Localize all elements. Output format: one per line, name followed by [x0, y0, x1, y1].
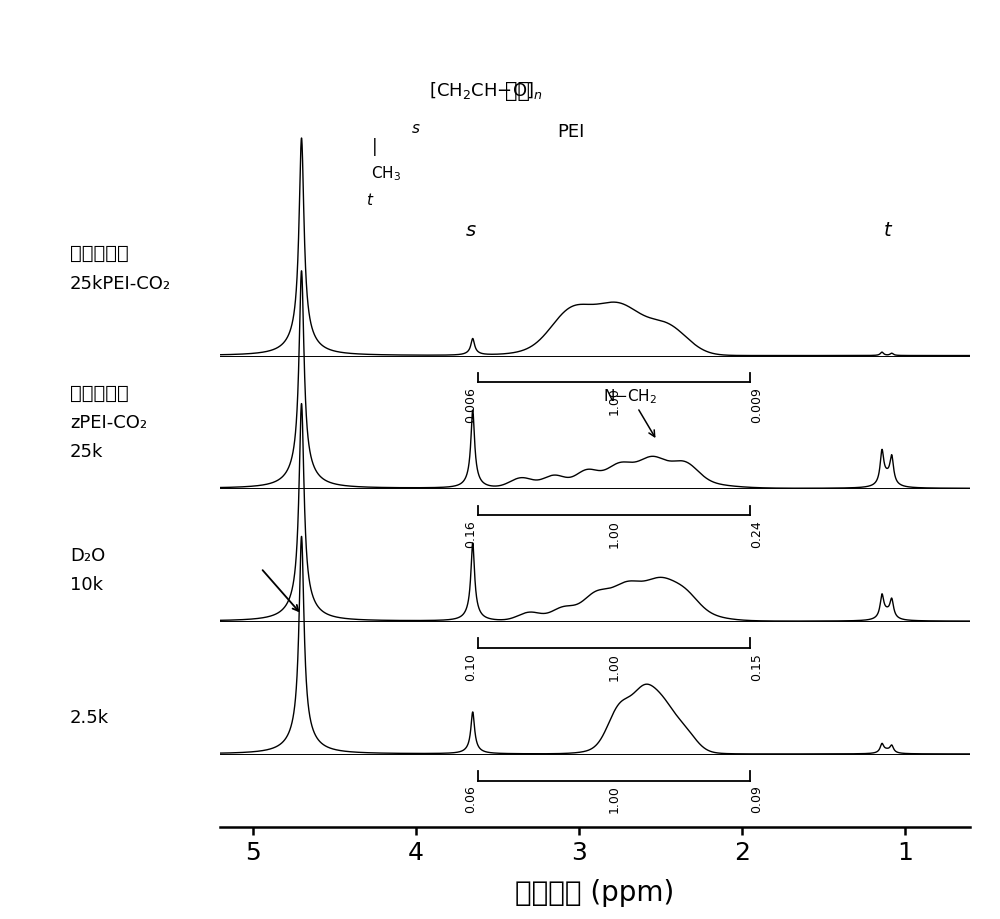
Text: 0.24: 0.24 — [750, 519, 763, 547]
Text: 0.10: 0.10 — [465, 652, 478, 680]
Text: N$-$CH$_2$: N$-$CH$_2$ — [603, 387, 657, 437]
Text: 1.00: 1.00 — [607, 785, 620, 812]
Text: 25k: 25k — [70, 443, 103, 460]
Text: $s$: $s$ — [411, 120, 420, 135]
Text: |: | — [372, 138, 378, 155]
Text: $t$: $t$ — [366, 192, 374, 208]
Text: 聚醚: 聚醚 — [505, 81, 530, 101]
Text: 25kPEI-CO₂: 25kPEI-CO₂ — [70, 274, 171, 292]
Text: $t$: $t$ — [883, 221, 894, 240]
Text: 原位法制备: 原位法制备 — [70, 384, 129, 403]
X-axis label: 化学位移 (ppm): 化学位移 (ppm) — [515, 879, 675, 906]
Text: 0.16: 0.16 — [465, 519, 478, 547]
Text: PEI: PEI — [557, 123, 584, 142]
Text: $s$: $s$ — [465, 221, 477, 240]
Text: 直接法制备: 直接法制备 — [70, 244, 129, 262]
Text: 0.09: 0.09 — [750, 785, 763, 812]
Text: 0.15: 0.15 — [750, 652, 763, 680]
Text: 0.009: 0.009 — [750, 387, 763, 423]
Text: CH$_3$: CH$_3$ — [371, 164, 401, 183]
Text: 1.00: 1.00 — [607, 387, 620, 414]
Text: 1.00: 1.00 — [607, 652, 620, 680]
Text: D₂O: D₂O — [70, 546, 105, 564]
Text: 1.00: 1.00 — [607, 519, 620, 547]
Text: 0.06: 0.06 — [465, 785, 478, 812]
Text: 10k: 10k — [70, 575, 103, 594]
Text: zPEI-CO₂: zPEI-CO₂ — [70, 414, 147, 432]
Text: 2.5k: 2.5k — [70, 708, 109, 726]
Text: 0.006: 0.006 — [465, 387, 478, 423]
Text: $[$CH$_2$CH$-$O$]_n$: $[$CH$_2$CH$-$O$]_n$ — [429, 80, 542, 101]
